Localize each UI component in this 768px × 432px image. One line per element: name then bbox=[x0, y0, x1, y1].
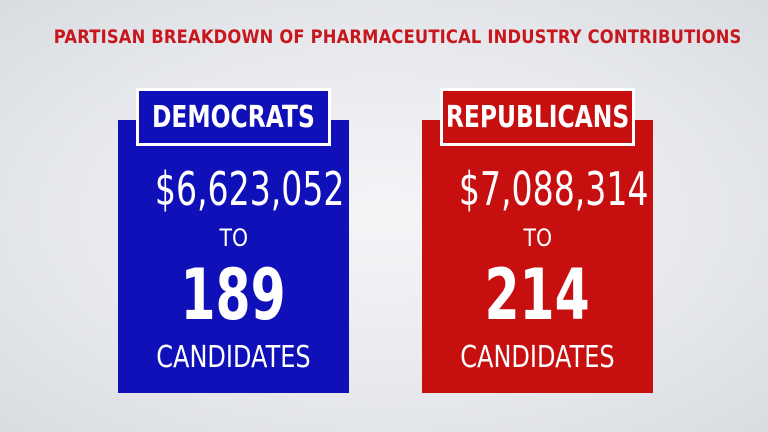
contribution-amount: $7,088,314 bbox=[458, 162, 649, 216]
democrats-badge: DEMOCRATS bbox=[136, 88, 331, 146]
party-label: DEMOCRATS bbox=[152, 99, 315, 135]
candidates-label: CANDIDATES bbox=[460, 340, 615, 375]
to-label: TO bbox=[219, 224, 248, 252]
contribution-amount: $6,623,052 bbox=[154, 162, 345, 216]
candidate-count: 189 bbox=[180, 254, 287, 336]
to-label: TO bbox=[523, 224, 552, 252]
candidates-label: CANDIDATES bbox=[156, 340, 311, 375]
democrats-panel: DEMOCRATS $6,623,052 TO 189 CANDIDATES bbox=[118, 88, 349, 393]
party-label: REPUBLICANS bbox=[445, 99, 630, 135]
republicans-panel: REPUBLICANS $7,088,314 TO 214 CANDIDATES bbox=[422, 88, 653, 393]
page-title: PARTISAN BREAKDOWN OF PHARMACEUTICAL IND… bbox=[53, 26, 742, 48]
candidate-count: 214 bbox=[484, 254, 591, 336]
republicans-badge: REPUBLICANS bbox=[440, 88, 635, 146]
